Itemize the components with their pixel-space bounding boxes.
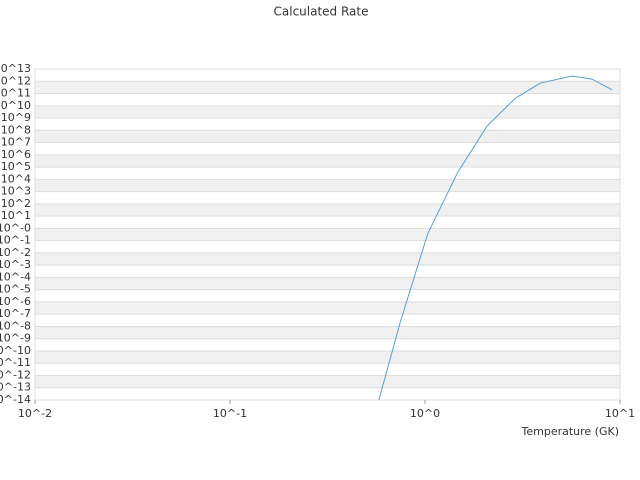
y-tick-label: 10^10 [0, 99, 31, 112]
y-tick-label: 10^5 [1, 160, 31, 173]
grid-band [35, 326, 620, 339]
x-tick-label: 10^1 [605, 407, 635, 420]
grid-band [35, 375, 620, 388]
data-line [378, 75, 613, 401]
y-tick-label: 10^-14 [0, 393, 31, 406]
grid-band [35, 301, 620, 315]
x-tick-label: 10^0 [410, 407, 440, 420]
grid-band [35, 277, 620, 290]
y-tick-label: 10^9 [1, 111, 31, 124]
y-tick-label: 10^-1 [0, 234, 31, 247]
y-tick-label: 10^3 [1, 185, 31, 198]
y-tick-label: 10^-8 [0, 319, 31, 332]
x-axis-label: Temperature (GK) [521, 425, 620, 438]
y-tick-label: 10^2 [1, 197, 31, 210]
grid-band [35, 105, 620, 119]
y-tick-label: 10^-3 [0, 258, 31, 271]
y-tick-label: 10^-5 [0, 283, 31, 296]
chart-title: Calculated Rate [274, 5, 369, 19]
y-tick-label: 10^-7 [0, 307, 31, 320]
y-tick-label: 10^-6 [0, 295, 31, 308]
y-tick-label: 10^4 [1, 172, 31, 185]
y-tick-label: 10^-9 [0, 332, 31, 345]
y-tick-label: 10^11 [0, 87, 31, 100]
grid-band [35, 252, 620, 266]
y-tick-label: 10^13 [0, 62, 31, 75]
plot-frame [34, 68, 621, 401]
y-tick-label: 10^6 [1, 148, 31, 161]
grid-band [35, 154, 620, 168]
y-tick-label: 10^-13 [0, 381, 31, 394]
y-tick-label: 10^-11 [0, 356, 31, 369]
x-tick-label: 10^-2 [18, 407, 52, 420]
y-tick-label: 10^12 [0, 74, 31, 87]
grid-band [35, 130, 620, 143]
y-tick-label: 10^-2 [0, 246, 31, 259]
grid-band [35, 203, 620, 217]
grid-band [35, 179, 620, 192]
y-tick-label: 10^-12 [0, 368, 31, 381]
grid-band [35, 228, 620, 241]
y-tick-label: 10^1 [1, 209, 31, 222]
y-tick-label: 10^8 [1, 123, 31, 136]
x-tick-label: 10^-1 [213, 407, 247, 420]
grid-band [35, 350, 620, 364]
grid-band [35, 81, 620, 94]
y-tick-label: 10^-0 [0, 221, 31, 234]
y-tick-label: 10^-4 [0, 270, 31, 283]
y-tick-label: 10^-10 [0, 344, 31, 357]
y-tick-label: 10^7 [1, 136, 31, 149]
